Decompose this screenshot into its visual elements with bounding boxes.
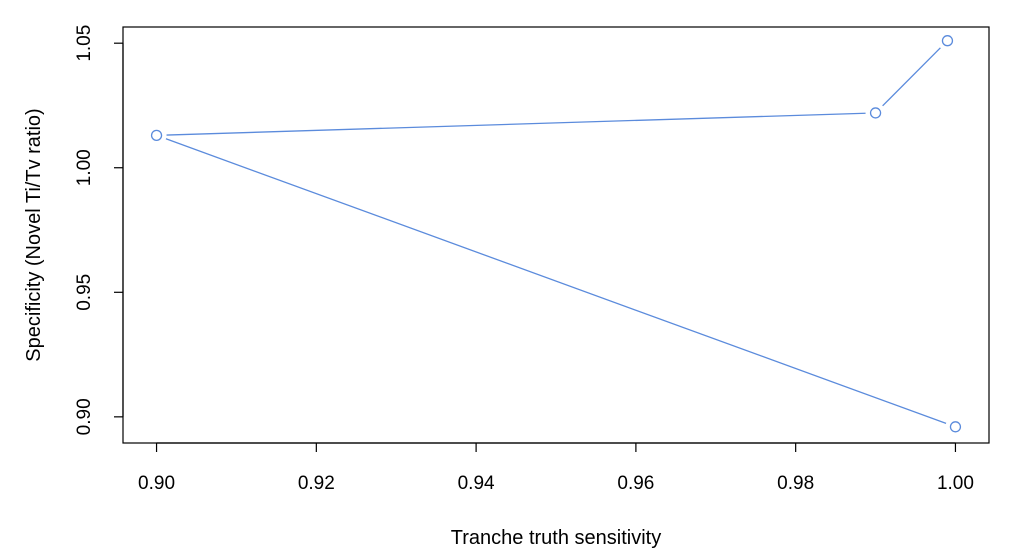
series-layer (150, 35, 962, 433)
y-tick-label: 1.00 (74, 149, 95, 186)
x-tick-label: 0.92 (298, 473, 335, 494)
y-tick-label: 0.90 (74, 398, 95, 435)
data-point (150, 129, 163, 142)
data-point (949, 421, 962, 433)
data-point (869, 107, 882, 119)
x-tick-label: 0.90 (138, 473, 175, 494)
y-axis-title: Specificity (Novel Ti/Tv ratio) (23, 108, 45, 361)
x-tick-label: 0.94 (458, 473, 495, 494)
data-point (941, 35, 954, 47)
series-line-segment (882, 47, 941, 107)
x-tick-label: 1.00 (937, 473, 974, 494)
x-tick-label: 0.96 (617, 473, 654, 494)
y-axis: 0.90 0.95 1.00 1.05 (74, 25, 124, 435)
x-tick-label: 0.98 (777, 473, 814, 494)
series-line-segment (165, 138, 947, 424)
y-tick-label: 0.95 (74, 274, 95, 311)
series-line-segment (166, 112, 866, 136)
x-axis: 0.90 0.92 0.94 0.96 0.98 1.00 (138, 442, 974, 494)
y-tick-label: 1.05 (74, 25, 95, 62)
plot-frame (122, 26, 990, 444)
x-axis-title: Tranche truth sensitivity (451, 527, 661, 549)
